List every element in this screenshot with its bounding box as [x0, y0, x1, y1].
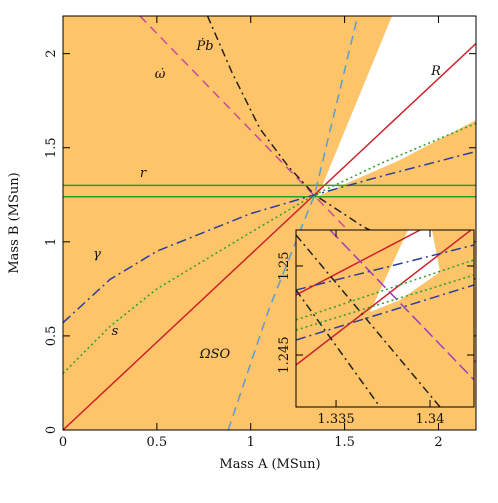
plot-background	[296, 230, 474, 407]
series-label: R	[430, 64, 441, 79]
series-label: r	[140, 166, 147, 181]
x-axis-label: Mass A (MSun)	[219, 457, 320, 472]
series-label: s	[112, 324, 119, 339]
series-line	[63, 42, 476, 430]
x-tick-label: 2	[434, 435, 442, 450]
series-line	[296, 274, 474, 331]
x-tick-label: 1.335	[317, 412, 354, 427]
series-line	[296, 230, 473, 366]
x-tick-label: 0.5	[147, 435, 168, 450]
series-line	[63, 150, 476, 324]
x-tick-label: 0	[59, 435, 67, 450]
series-line	[227, 16, 359, 430]
x-tick-label: 1.5	[334, 435, 355, 450]
series-line	[139, 16, 476, 363]
series-line	[206, 16, 476, 281]
series-line	[296, 284, 474, 341]
inset-plot: 1.335 1.34 1.245 1.25	[277, 229, 475, 427]
series-label: γ	[93, 247, 101, 262]
series-label: ΩSO	[199, 347, 231, 362]
allowed-region	[318, 16, 476, 196]
y-tick-label: 1.25	[277, 251, 292, 280]
y-tick-label: 0	[44, 426, 59, 434]
series-line	[296, 259, 474, 321]
series-line	[296, 234, 441, 407]
plot-frame	[62, 15, 477, 431]
y-tick-label: 2	[44, 49, 59, 57]
y-tick-label: 1	[44, 238, 59, 246]
series-label: Ṗb	[195, 37, 213, 54]
y-tick-label: 1.245	[277, 336, 292, 373]
y-tick-label: 1.5	[44, 137, 59, 158]
allowed-region	[370, 230, 440, 312]
series-line	[329, 230, 474, 381]
plot-frame	[295, 229, 475, 408]
series-label: ω̇	[155, 67, 166, 82]
x-tick-label: 1	[247, 435, 255, 450]
x-tick-label: 1.34	[416, 412, 445, 427]
series-line	[63, 122, 476, 375]
y-tick-label: 0.5	[44, 326, 59, 347]
main-plot: Rω̇ Ṗb r γ s ΩSO 0 0.5 1 1.5 2 0 0.5 1 1.5 2	[44, 15, 477, 450]
series-line	[296, 289, 381, 407]
y-axis-label: Mass B (MSun)	[7, 172, 22, 273]
